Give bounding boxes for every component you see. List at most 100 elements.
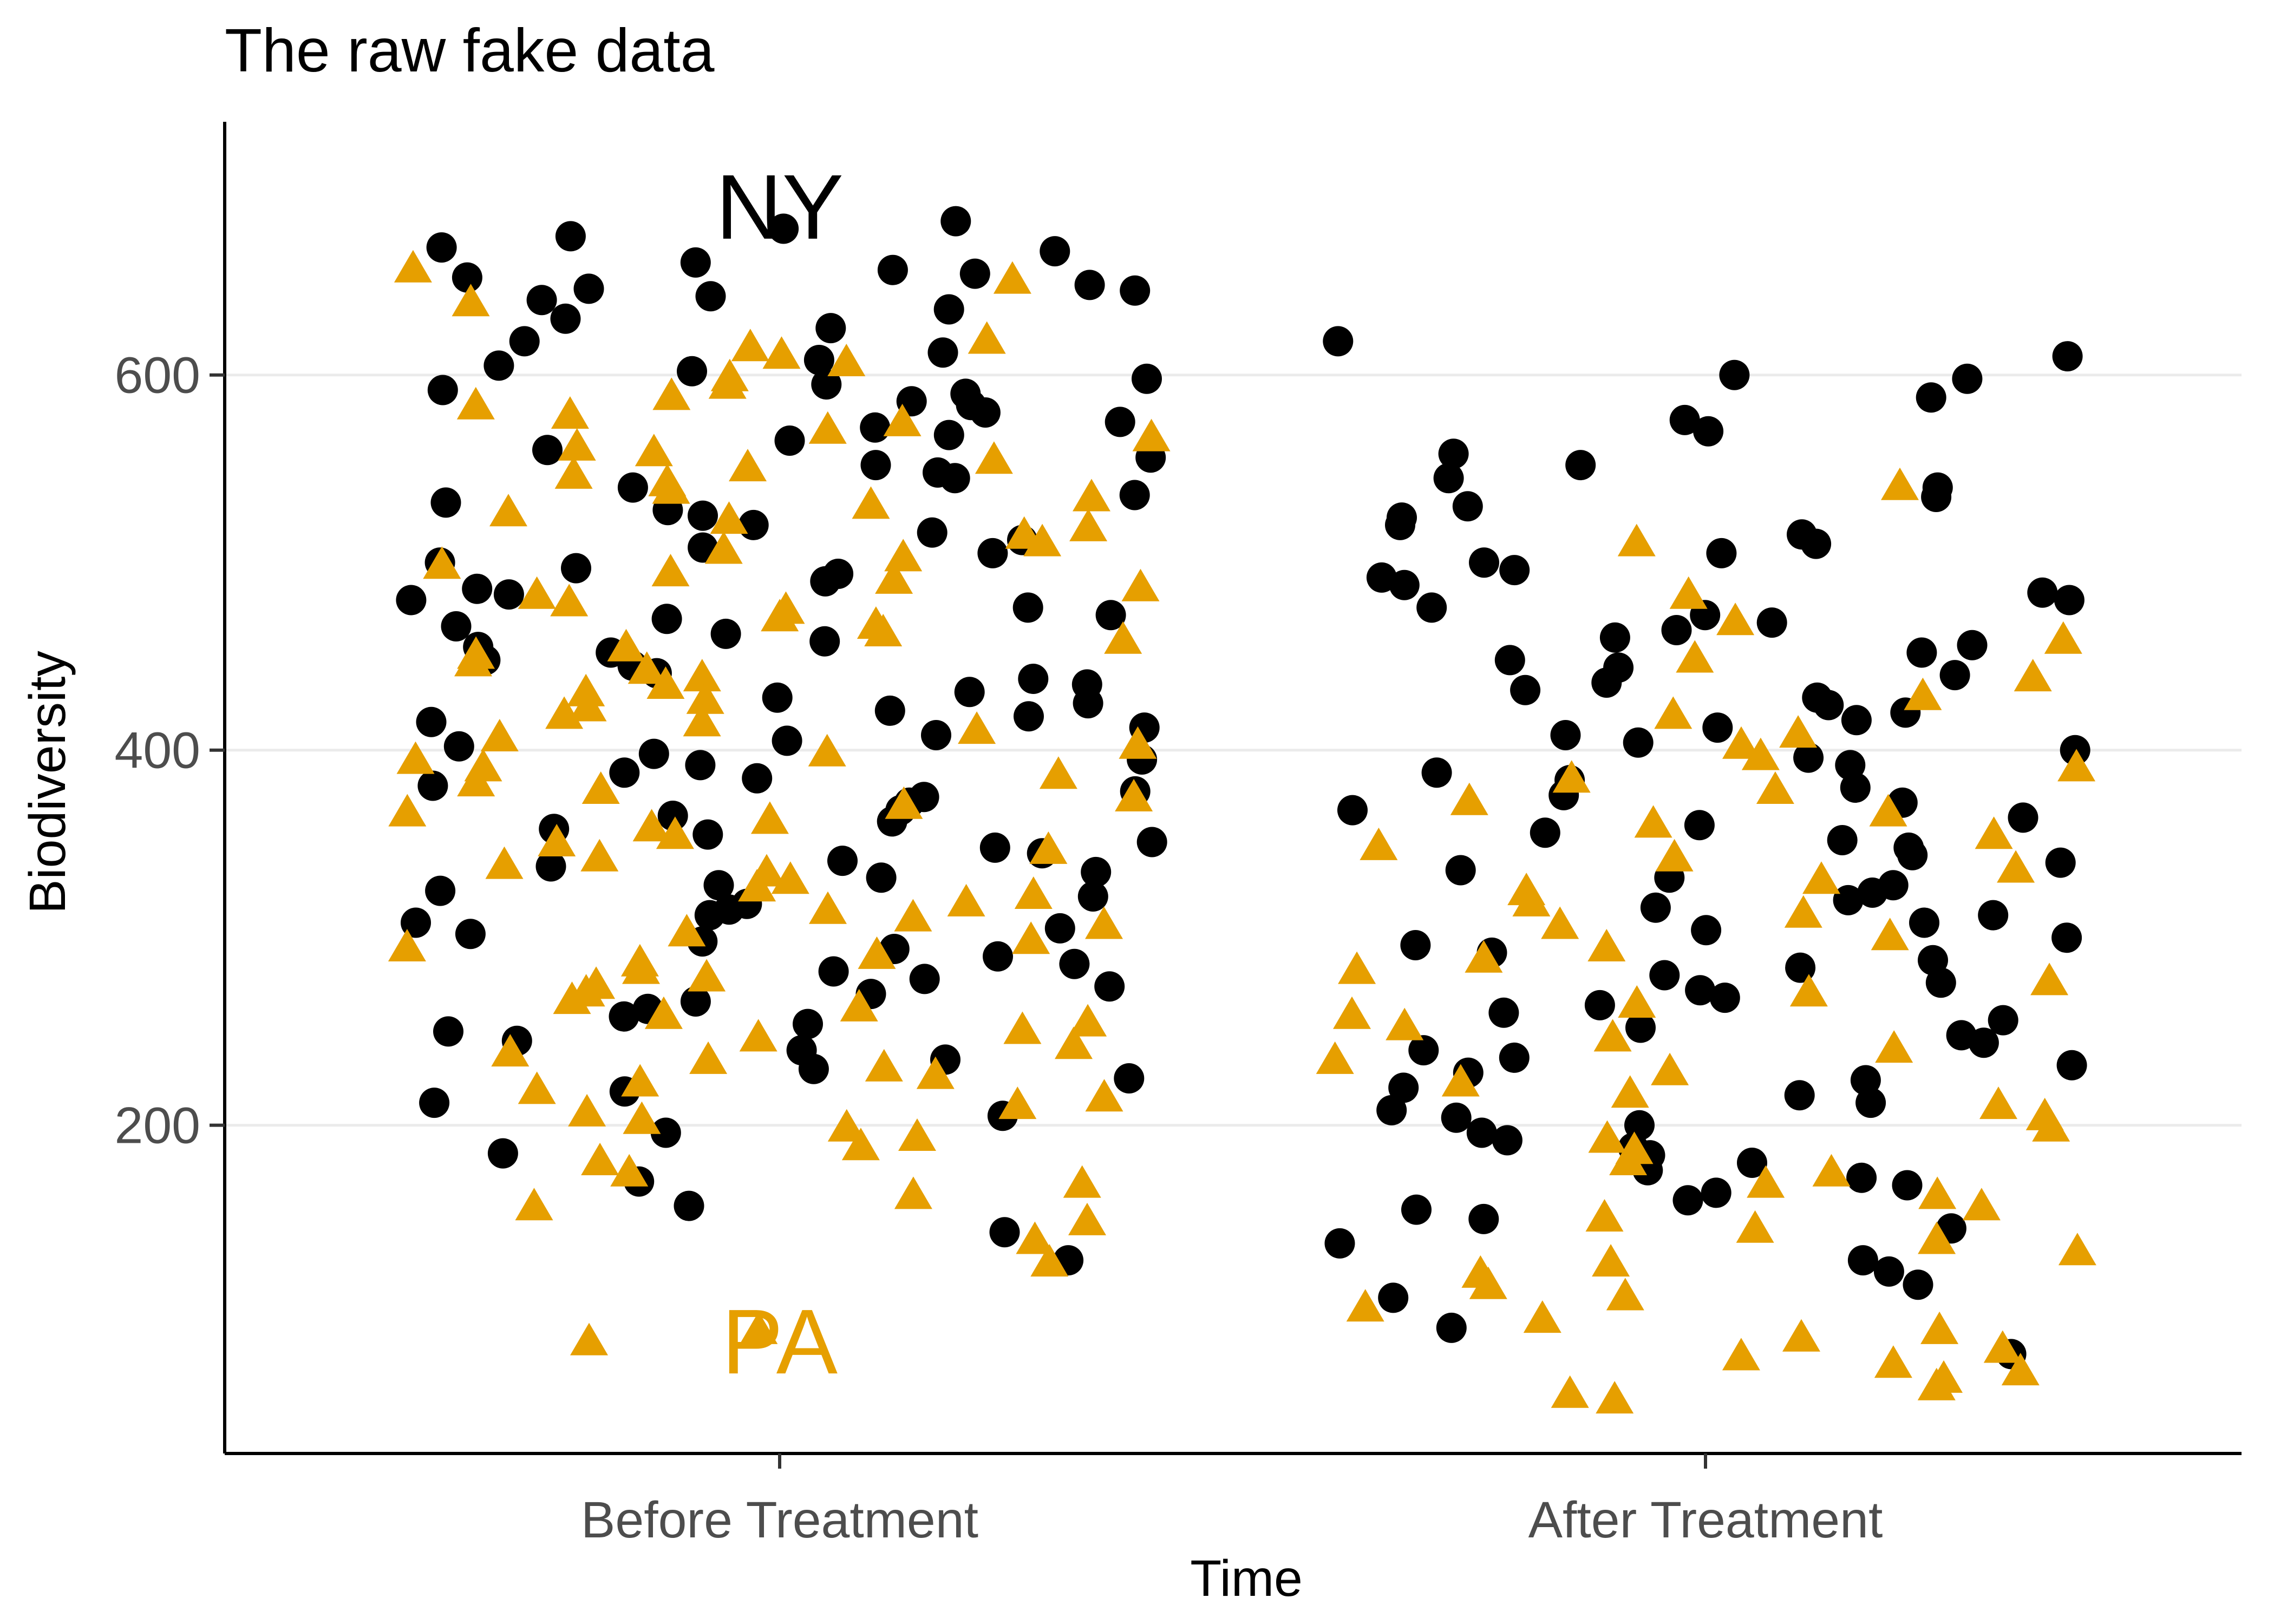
pa-point [1587, 929, 1626, 961]
ny-point [1978, 900, 2009, 931]
pa-point [1975, 816, 2013, 849]
pa-point [388, 794, 427, 827]
pa-point [827, 1109, 866, 1142]
pa-point [652, 471, 690, 504]
pa-point [771, 861, 809, 894]
ny-point [1672, 1185, 1703, 1216]
pa-point [1012, 921, 1050, 954]
ny-point [401, 907, 431, 938]
pa-point [1119, 726, 1157, 759]
pa-point [1346, 1289, 1384, 1322]
ny-point [1073, 688, 1103, 719]
pa-point [568, 689, 607, 722]
pa-point [738, 869, 776, 902]
pa-point [1875, 1030, 1913, 1063]
pa-point [1121, 568, 1160, 601]
ny-point [443, 731, 474, 762]
ny-point [940, 206, 971, 237]
pa-point [1611, 1075, 1649, 1108]
ny-point [1510, 675, 1541, 705]
pa-point [632, 809, 671, 842]
pa-point [388, 929, 426, 961]
ny-point [1132, 363, 1162, 394]
pa-point [1962, 1188, 2001, 1221]
pa-point [1618, 985, 1656, 1018]
pa-point [761, 599, 799, 632]
ny-point [1400, 930, 1431, 960]
ny-point [526, 285, 557, 316]
pa-point [550, 584, 589, 617]
pa-point [858, 936, 896, 969]
pa-point [731, 329, 769, 362]
ny-point [1846, 1162, 1877, 1193]
ny-point [1833, 885, 1864, 915]
ny-point [1408, 1035, 1439, 1066]
ny-point [1584, 990, 1615, 1020]
pa-point [1779, 715, 1818, 748]
pa-point [1441, 1064, 1480, 1097]
pa-point [841, 1128, 880, 1161]
pa-point [808, 734, 846, 767]
pa-point [621, 1064, 659, 1097]
pa-point [1904, 677, 1942, 710]
pa-point [1069, 1004, 1107, 1037]
pa-point [646, 666, 685, 699]
pa-point [570, 1322, 608, 1355]
ny-point [818, 956, 849, 987]
ny-point [452, 262, 482, 293]
pa-point [2001, 1353, 2040, 1386]
ny-point [1114, 1063, 1145, 1093]
pa-point [916, 1056, 955, 1089]
ny-point [1921, 482, 1952, 512]
ny-point [1550, 720, 1581, 750]
pa-point [656, 816, 694, 849]
ny-point [1120, 275, 1151, 306]
pa-point [1716, 603, 1755, 636]
pa-point [554, 456, 593, 489]
ny-point [1813, 690, 1844, 721]
ny-point [1952, 363, 1983, 394]
ny-point [1094, 971, 1125, 1002]
pa-point [651, 554, 690, 587]
pa-point [515, 1188, 553, 1221]
ny-point [1445, 855, 1476, 886]
grid-lines [225, 374, 2242, 1127]
pa-point [607, 628, 645, 662]
y-tick-label: 400 [114, 722, 200, 780]
ny-point [768, 213, 799, 244]
pa-point [1450, 782, 1488, 815]
ny-point [1136, 827, 1167, 857]
pa-point [452, 284, 490, 317]
pa-point [958, 711, 996, 744]
ny-point [1081, 856, 1112, 887]
ny-point [550, 303, 581, 334]
pa-point [1918, 1176, 1957, 1209]
ny-point [1850, 1065, 1881, 1096]
ny-point [1841, 705, 1872, 736]
pa-point [898, 1118, 936, 1151]
ny-point [416, 706, 447, 737]
pa-point [689, 1041, 728, 1074]
ny-point [1784, 1080, 1815, 1111]
chart-title: The raw fake data [225, 16, 715, 84]
ny-point [877, 254, 908, 285]
ny-point [426, 232, 457, 263]
pa-point [1997, 850, 2035, 883]
ny-point [1892, 1170, 1923, 1201]
pa-point [1651, 1052, 1689, 1085]
ny-point [798, 1053, 829, 1084]
pa-point [1874, 1345, 1912, 1378]
ny-point [939, 463, 970, 494]
pa-point [1316, 1041, 1354, 1074]
ny-point [1389, 569, 1420, 600]
ny-point [677, 356, 707, 387]
ny-point [1323, 326, 1354, 357]
ny-point [455, 919, 486, 949]
ny-point [933, 420, 964, 450]
pa-point [491, 1034, 530, 1067]
pa-point [485, 846, 524, 879]
pa-point [704, 531, 743, 564]
ny-point [1916, 382, 1946, 413]
pa-point [750, 801, 789, 834]
ny-point [1488, 997, 1519, 1028]
